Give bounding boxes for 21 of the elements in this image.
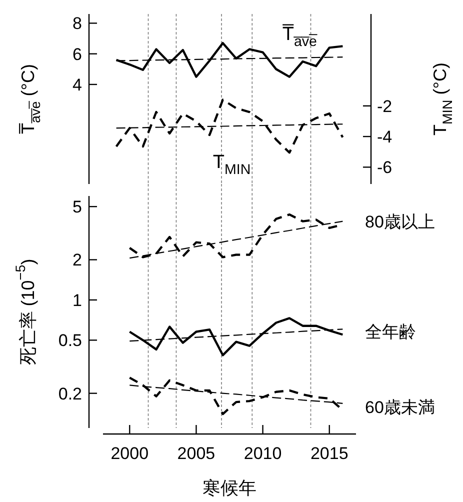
- series-label: 全年齢: [365, 322, 416, 342]
- y-tick-label: 1: [72, 290, 82, 310]
- y2-tick-label: -2: [377, 96, 392, 116]
- series-label: T̅$_{a̅v̅e̅}$: [282, 24, 318, 50]
- y2-tick-label: -6: [377, 158, 392, 177]
- series-label: T$_{MIN}$: [212, 152, 251, 178]
- y2-tick-label: -4: [377, 127, 392, 146]
- y-tick-label: 5: [72, 197, 82, 216]
- y-tick-label: 6: [72, 44, 82, 64]
- x-axis-title: 寒候年: [202, 478, 256, 498]
- x-tick-label: 2015: [310, 444, 348, 462]
- series-label: 80歳以上: [365, 212, 435, 232]
- y-tick-label: 2: [72, 250, 82, 270]
- x-tick-label: 2010: [244, 444, 282, 462]
- x-tick-label: 2000: [110, 444, 149, 462]
- y-tick-label: 0.5: [58, 330, 82, 350]
- y-tick-label: 0.2: [58, 384, 82, 403]
- y-tick-label: 4: [72, 74, 82, 94]
- x-tick-label: 2005: [177, 444, 216, 462]
- series-label: 60歳未満: [365, 398, 435, 417]
- y-tick-label: 8: [72, 14, 82, 33]
